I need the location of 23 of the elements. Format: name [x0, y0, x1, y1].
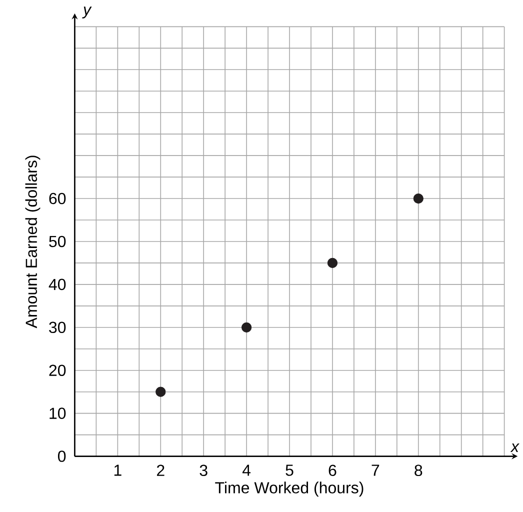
- point: [241, 322, 252, 332]
- x-tick-label: 4: [242, 464, 251, 476]
- text: x: [510, 443, 520, 452]
- x-tick-label: 1: [114, 464, 122, 476]
- y-tick-label: 0: [58, 450, 66, 462]
- point: [327, 258, 338, 268]
- y-tick-label: 40: [48, 278, 66, 290]
- y-tick-label: 60: [49, 192, 66, 204]
- y-tick-label: 50: [49, 236, 66, 247]
- x-tick-label: 6: [328, 464, 336, 476]
- y-tick-label: 20: [49, 364, 66, 376]
- x-tick-label: 5: [286, 464, 294, 476]
- point: [156, 386, 166, 397]
- y-tick-label: 10: [50, 408, 66, 419]
- x-tick-label: 3: [200, 464, 208, 476]
- text: y: [82, 6, 92, 18]
- point: [413, 193, 424, 204]
- x-tick-label: 8: [414, 464, 422, 476]
- x-axis-title: Time Worked (hours): [215, 482, 364, 496]
- y-tick-label: 30: [49, 322, 66, 333]
- x-tick-label: 7: [372, 464, 380, 476]
- y-axis-title: Amount Earned (dollars): [25, 156, 40, 328]
- x-tick-label: 2: [156, 464, 164, 476]
